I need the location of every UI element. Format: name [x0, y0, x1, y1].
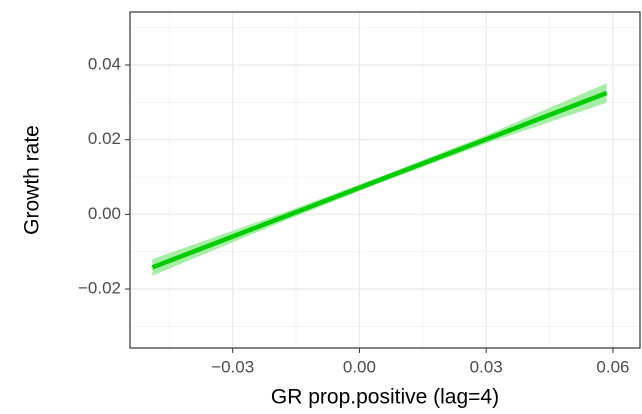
y-tick-label: 0.00	[88, 204, 121, 223]
panel-border	[129, 11, 641, 349]
x-axis-title: GR prop.positive (lag=4)	[271, 386, 499, 409]
y-tick-label: −0.02	[78, 278, 121, 297]
y-tick-label: 0.02	[88, 129, 121, 148]
x-tick-label: 0.03	[470, 357, 503, 376]
x-tick-label: 0.06	[596, 357, 629, 376]
x-tick-label: 0.00	[343, 357, 376, 376]
trend-line	[151, 90, 608, 270]
x-tick-label: −0.03	[211, 357, 254, 376]
y-axis-title: Growth rate	[21, 125, 44, 235]
y-tick-label: 0.04	[88, 54, 121, 73]
